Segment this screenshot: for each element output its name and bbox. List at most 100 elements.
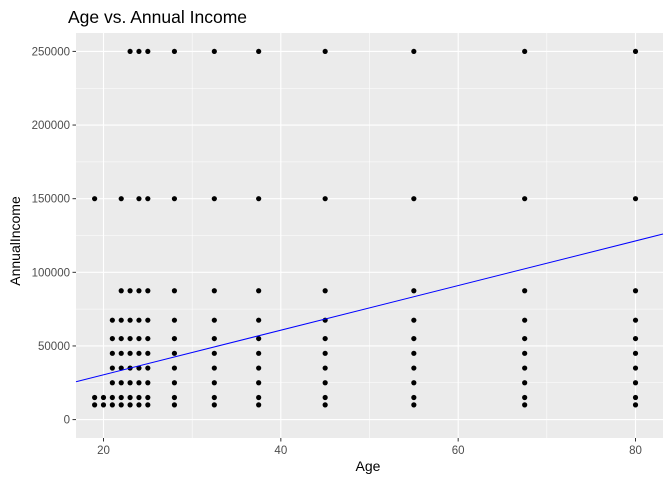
data-point bbox=[411, 335, 417, 342]
data-point bbox=[256, 394, 262, 401]
data-point bbox=[109, 365, 115, 371]
data-point bbox=[109, 380, 115, 386]
data-point bbox=[322, 196, 328, 202]
data-point bbox=[145, 380, 151, 386]
data-point bbox=[136, 288, 142, 294]
data-point bbox=[322, 288, 328, 294]
x-tick-label: 40 bbox=[274, 445, 287, 457]
data-point bbox=[632, 394, 639, 401]
y-tick-label: 150000 bbox=[32, 194, 70, 206]
data-point bbox=[118, 196, 124, 202]
data-point bbox=[632, 196, 639, 202]
data-point bbox=[118, 335, 124, 342]
data-point bbox=[322, 335, 328, 342]
data-point bbox=[136, 394, 142, 401]
data-point bbox=[632, 48, 639, 55]
data-point bbox=[127, 350, 133, 356]
data-point bbox=[256, 350, 262, 356]
data-point bbox=[171, 288, 178, 294]
y-tick-label: 200000 bbox=[32, 120, 70, 132]
data-point bbox=[118, 380, 124, 386]
data-point bbox=[145, 196, 151, 202]
data-point bbox=[145, 48, 151, 55]
data-point bbox=[136, 380, 142, 386]
data-point bbox=[171, 365, 178, 371]
data-point bbox=[522, 394, 528, 401]
data-point bbox=[211, 335, 217, 342]
data-point bbox=[118, 402, 124, 408]
data-point bbox=[411, 394, 417, 401]
data-point bbox=[211, 380, 217, 386]
data-point bbox=[92, 196, 98, 202]
data-point bbox=[127, 317, 133, 323]
data-point bbox=[171, 394, 178, 401]
data-point bbox=[411, 350, 417, 356]
data-point bbox=[118, 288, 124, 294]
data-point bbox=[109, 394, 115, 401]
data-point bbox=[211, 402, 217, 408]
data-point bbox=[411, 317, 417, 323]
data-point bbox=[632, 402, 639, 408]
data-point bbox=[127, 380, 133, 386]
data-point bbox=[632, 365, 639, 371]
y-tick-label: 0 bbox=[64, 415, 70, 427]
data-point bbox=[256, 196, 262, 202]
data-point bbox=[632, 335, 639, 342]
data-point bbox=[171, 350, 178, 356]
data-point bbox=[171, 317, 178, 323]
data-point bbox=[522, 402, 528, 408]
data-point bbox=[136, 48, 142, 55]
data-point bbox=[211, 394, 217, 401]
data-point bbox=[211, 365, 217, 371]
data-point bbox=[127, 48, 133, 55]
data-point bbox=[118, 317, 124, 323]
data-point bbox=[145, 365, 151, 371]
data-point bbox=[256, 317, 262, 323]
data-point bbox=[211, 350, 217, 356]
data-point bbox=[522, 350, 528, 356]
data-point bbox=[145, 288, 151, 294]
data-point bbox=[522, 288, 528, 294]
data-point bbox=[109, 350, 115, 356]
axes: 20 40 60 80 0 50000 100000 150000 200000 250000 bbox=[32, 46, 642, 457]
data-point bbox=[411, 402, 417, 408]
data-point bbox=[118, 394, 124, 401]
data-point bbox=[632, 350, 639, 356]
data-point bbox=[211, 288, 217, 294]
data-point bbox=[256, 380, 262, 386]
data-point bbox=[92, 394, 98, 401]
data-point bbox=[522, 380, 528, 386]
data-point bbox=[171, 402, 178, 408]
data-point bbox=[411, 365, 417, 371]
data-point bbox=[109, 402, 115, 408]
data-point bbox=[632, 288, 639, 294]
data-point bbox=[322, 365, 328, 371]
data-point bbox=[145, 317, 151, 323]
trend-line bbox=[75, 233, 664, 383]
data-point bbox=[411, 196, 417, 202]
data-point bbox=[127, 402, 133, 408]
x-tick-label: 60 bbox=[452, 445, 465, 457]
data-point bbox=[127, 288, 133, 294]
data-point bbox=[411, 48, 417, 55]
x-tick-label: 80 bbox=[629, 445, 642, 457]
data-point bbox=[632, 380, 639, 386]
data-point bbox=[127, 394, 133, 401]
data-point bbox=[322, 402, 328, 408]
data-point bbox=[522, 365, 528, 371]
data-point bbox=[127, 335, 133, 342]
data-point bbox=[322, 394, 328, 401]
data-point bbox=[92, 402, 98, 408]
data-point bbox=[171, 48, 178, 55]
data-point bbox=[145, 394, 151, 401]
x-axis-title: Age bbox=[356, 458, 381, 474]
data-point bbox=[322, 350, 328, 356]
chart-title: Age vs. Annual Income bbox=[68, 7, 247, 27]
x-tick-label: 20 bbox=[97, 445, 110, 457]
data-point bbox=[145, 350, 151, 356]
data-point bbox=[136, 402, 142, 408]
data-point bbox=[256, 48, 262, 55]
data-point bbox=[211, 48, 217, 55]
data-point bbox=[136, 317, 142, 323]
data-point bbox=[256, 365, 262, 371]
